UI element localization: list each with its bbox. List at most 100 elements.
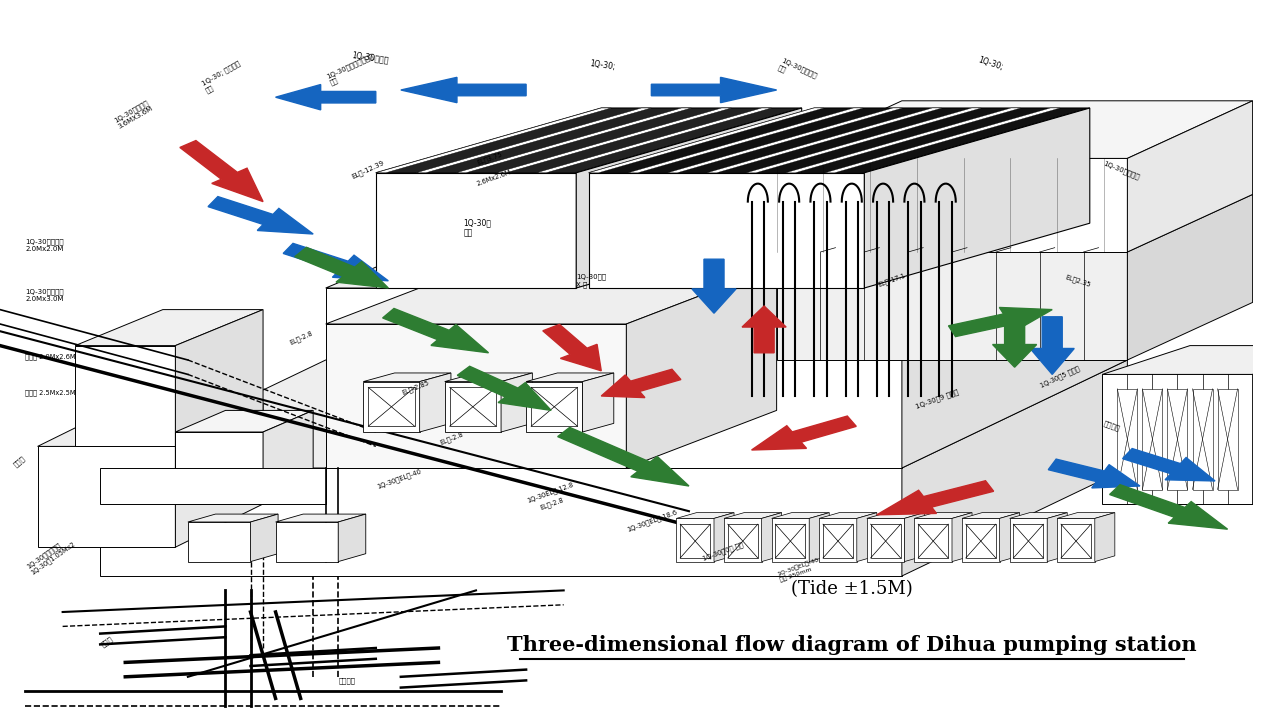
Text: 1Q-30；0座 閘門: 1Q-30；0座 閘門 — [701, 541, 744, 562]
Polygon shape — [526, 373, 614, 382]
Text: 1Q-30；EL：-18.6: 1Q-30；EL：-18.6 — [626, 508, 678, 533]
Polygon shape — [500, 373, 532, 432]
Polygon shape — [76, 310, 264, 346]
Text: 1Q-30；EL：-40
寬度 250mm: 1Q-30；EL：-40 寬度 250mm — [777, 557, 822, 583]
Text: 來水管: 來水管 — [100, 635, 114, 648]
Polygon shape — [1102, 374, 1253, 504]
Text: (Tide ±1.5M): (Tide ±1.5M) — [791, 580, 913, 598]
Polygon shape — [1128, 194, 1253, 360]
FancyArrow shape — [209, 197, 314, 234]
FancyArrow shape — [401, 77, 526, 103]
Polygon shape — [870, 524, 901, 558]
Text: EL：-17.1: EL：-17.1 — [877, 272, 906, 288]
Text: 來水管: 來水管 — [13, 455, 27, 468]
FancyArrow shape — [383, 308, 489, 353]
Polygon shape — [576, 108, 801, 288]
Polygon shape — [444, 373, 532, 382]
Text: 2.6Mx2.6M: 2.6Mx2.6M — [476, 169, 512, 187]
Polygon shape — [369, 387, 415, 426]
FancyArrow shape — [652, 77, 777, 103]
Polygon shape — [325, 324, 626, 468]
FancyArrow shape — [692, 259, 736, 313]
Polygon shape — [37, 446, 175, 547]
Text: 1Q-30;: 1Q-30; — [977, 55, 1005, 72]
Text: EL：2.35: EL：2.35 — [1065, 274, 1092, 288]
Polygon shape — [1167, 389, 1188, 490]
Text: EL：-2.8: EL：-2.8 — [288, 329, 314, 346]
Polygon shape — [914, 513, 972, 518]
Text: 1Q-30；過濾閘
2.0Mx2.0M: 1Q-30；過濾閘 2.0Mx2.0M — [26, 238, 64, 252]
Polygon shape — [867, 518, 905, 562]
Polygon shape — [175, 310, 264, 446]
FancyArrow shape — [877, 481, 993, 515]
Polygon shape — [325, 266, 777, 324]
Polygon shape — [676, 513, 733, 518]
Polygon shape — [914, 518, 952, 562]
Polygon shape — [786, 108, 1020, 173]
Polygon shape — [724, 518, 762, 562]
Polygon shape — [188, 522, 251, 562]
Polygon shape — [1253, 346, 1280, 504]
Polygon shape — [707, 108, 942, 173]
Polygon shape — [1142, 389, 1162, 490]
Text: 1Q-30；進汙水管
1Q-30；1.05Mx2: 1Q-30；進汙水管 1Q-30；1.05Mx2 — [26, 534, 77, 576]
Polygon shape — [772, 513, 829, 518]
FancyArrow shape — [1048, 459, 1140, 488]
Polygon shape — [188, 514, 278, 522]
Polygon shape — [1000, 513, 1020, 562]
FancyArrow shape — [180, 140, 264, 202]
FancyArrow shape — [457, 366, 552, 410]
Text: 1Q-30; 分水設施
闸門: 1Q-30; 分水設施 闸門 — [201, 60, 244, 94]
Text: EL：-12.39: EL：-12.39 — [351, 159, 385, 180]
Polygon shape — [175, 403, 264, 547]
FancyArrow shape — [283, 243, 388, 281]
Text: EL：-2.85: EL：-2.85 — [401, 379, 430, 396]
Polygon shape — [100, 468, 325, 504]
Polygon shape — [1010, 518, 1047, 562]
Polygon shape — [952, 513, 972, 562]
Polygon shape — [1128, 101, 1253, 252]
Polygon shape — [714, 513, 733, 562]
Polygon shape — [376, 173, 576, 288]
Text: EL：-2.8: EL：-2.8 — [539, 497, 564, 511]
Polygon shape — [777, 158, 1128, 252]
Polygon shape — [856, 513, 877, 562]
Polygon shape — [963, 513, 1020, 518]
FancyArrow shape — [992, 317, 1037, 367]
Polygon shape — [728, 524, 758, 558]
Polygon shape — [680, 524, 710, 558]
Polygon shape — [76, 346, 175, 446]
Text: 1Q-30；抽水機: 1Q-30；抽水機 — [1102, 159, 1140, 180]
FancyArrow shape — [558, 428, 689, 486]
Polygon shape — [902, 194, 1128, 468]
Text: EL：-2.8: EL：-2.8 — [439, 431, 463, 446]
Polygon shape — [175, 410, 314, 432]
Polygon shape — [819, 513, 877, 518]
Text: 1Q-30；調間: 1Q-30；調間 — [351, 50, 389, 65]
Polygon shape — [364, 382, 420, 432]
Text: 1Q-30；礫氧沉
砂池: 1Q-30；礫氧沉 砂池 — [777, 57, 818, 86]
Polygon shape — [37, 403, 264, 446]
Text: 1Q-30；系
X 台: 1Q-30；系 X 台 — [576, 274, 607, 288]
Polygon shape — [264, 410, 314, 504]
Polygon shape — [449, 387, 497, 426]
Polygon shape — [864, 108, 1089, 288]
Polygon shape — [676, 518, 714, 562]
Text: 1Q-30;: 1Q-30; — [589, 60, 616, 72]
Polygon shape — [667, 108, 902, 173]
Polygon shape — [416, 108, 652, 173]
FancyArrow shape — [602, 369, 681, 397]
Polygon shape — [589, 108, 824, 173]
Polygon shape — [823, 524, 852, 558]
FancyArrow shape — [1030, 317, 1074, 374]
Polygon shape — [251, 514, 278, 562]
Polygon shape — [626, 266, 777, 468]
Text: 來流水管: 來流水管 — [338, 678, 356, 684]
Polygon shape — [325, 194, 1128, 288]
Text: EL：3.75: EL：3.75 — [476, 150, 503, 166]
Polygon shape — [1193, 389, 1212, 490]
Text: 1Q-30；5 度閘冷: 1Q-30；5 度閘冷 — [1039, 365, 1082, 389]
Polygon shape — [100, 468, 902, 576]
Polygon shape — [526, 382, 582, 432]
FancyArrow shape — [543, 325, 602, 371]
